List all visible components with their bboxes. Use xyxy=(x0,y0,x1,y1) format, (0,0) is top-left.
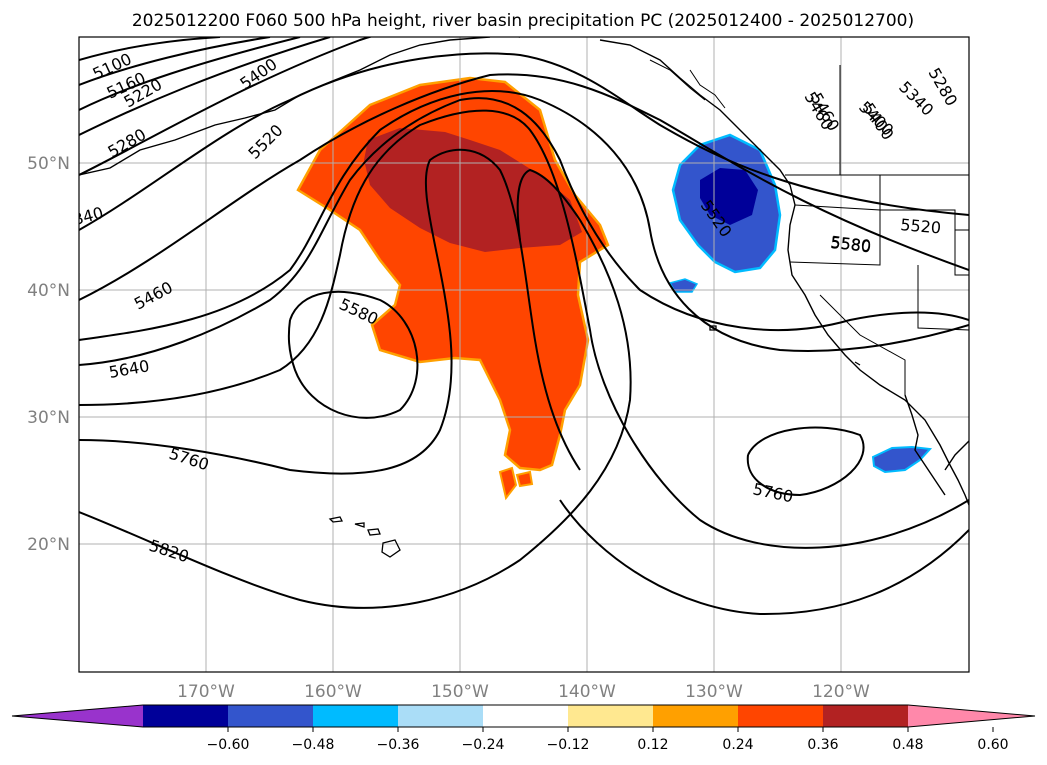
colorbar-tick-label: 0.36 xyxy=(807,737,838,753)
colorbar-tick-label: −0.24 xyxy=(462,737,505,753)
colorbar-swatch xyxy=(143,705,228,727)
lat-label: 40°N xyxy=(27,281,70,301)
colorbar-swatch xyxy=(483,705,568,727)
political-borders xyxy=(785,65,969,395)
colorbar-extend-max xyxy=(908,705,1035,727)
colorbar-swatch xyxy=(568,705,653,727)
lon-label: 130°W xyxy=(685,682,743,702)
colorbar-tick-label: −0.36 xyxy=(377,737,420,753)
positive-anomaly-region xyxy=(296,76,610,501)
lat-label: 50°N xyxy=(27,154,70,174)
colorbar-swatch xyxy=(398,705,483,727)
colorbar-swatch xyxy=(738,705,823,727)
lon-label: 140°W xyxy=(558,682,616,702)
colorbar: −0.60 −0.48 −0.36 −0.24 −0.12 0.12 0.24 0.36 0.4… xyxy=(11,704,1036,753)
colorbar-outline xyxy=(11,704,1036,728)
colorbar-tick-label: −0.48 xyxy=(292,737,335,753)
contour-label: 5580 xyxy=(830,233,872,255)
height-contours xyxy=(79,37,969,616)
contour-label: 5520 xyxy=(900,215,942,237)
colorbar-tick-label: 0.60 xyxy=(977,737,1008,753)
colorbar-tick-label: 0.12 xyxy=(637,737,668,753)
lat-label: 20°N xyxy=(27,535,70,555)
lon-label: 120°W xyxy=(812,682,870,702)
colorbar-swatch xyxy=(653,705,738,727)
lon-label: 150°W xyxy=(431,682,489,702)
colorbar-swatch xyxy=(228,705,313,727)
latitude-labels: 50°N 40°N 30°N 20°N xyxy=(27,154,70,555)
colorbar-tick-label: 0.24 xyxy=(722,737,753,753)
gridlines xyxy=(79,37,969,672)
islands xyxy=(328,325,861,558)
figure-title: 2025012200 F060 500 hPa height, river ba… xyxy=(132,11,914,31)
colorbar-tick-label: 0.48 xyxy=(892,737,923,753)
colorbar-swatch xyxy=(823,705,908,727)
longitude-labels: 170°W 160°W 150°W 140°W 130°W 120°W xyxy=(177,682,870,702)
lon-label: 160°W xyxy=(304,682,362,702)
colorbar-tick-label: −0.12 xyxy=(547,737,590,753)
lon-label: 170°W xyxy=(177,682,235,702)
map-panel: 5100 5160 5220 5280 5340 5400 5460 5520 … xyxy=(27,36,970,702)
colorbar-tick-label: −0.60 xyxy=(207,737,250,753)
map-frame xyxy=(78,36,970,673)
colorbar-extend-min xyxy=(12,705,143,727)
colorbar-swatch xyxy=(313,705,398,727)
lat-label: 30°N xyxy=(27,408,70,428)
